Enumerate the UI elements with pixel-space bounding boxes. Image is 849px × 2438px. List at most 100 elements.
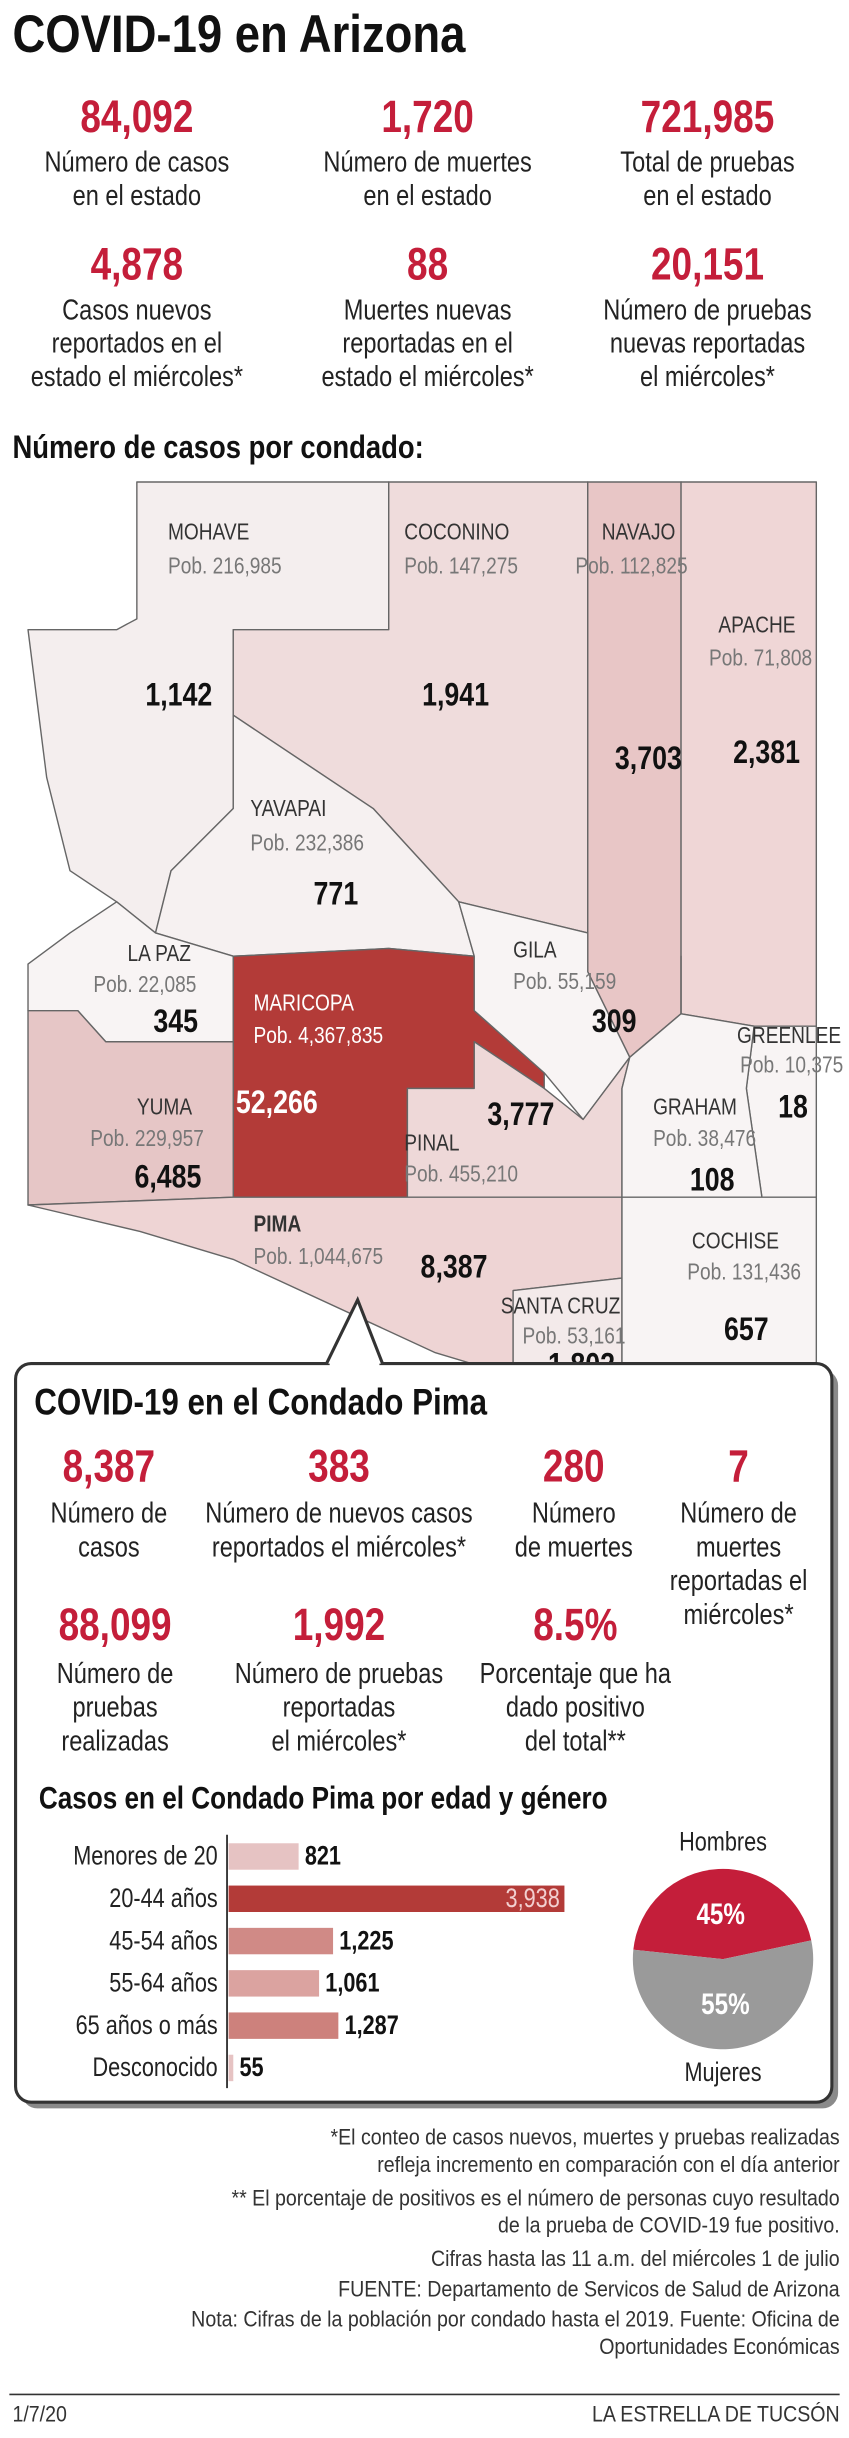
county-population: Pob. 232,386 (250, 830, 364, 856)
page-title: COVID-19 en Arizona (12, 5, 466, 64)
stat-label: Total de pruebas (620, 145, 794, 178)
county-name: COCONINO (404, 519, 509, 545)
county-cases: 2,381 (733, 735, 800, 771)
county-name: NAVAJO (602, 519, 676, 545)
pima-box (14, 1362, 834, 2104)
bar-category: 45-54 años (109, 1926, 217, 1956)
stat-label: Número de casos (44, 145, 229, 178)
pima-stat-label: de muertes (515, 1530, 633, 1563)
stat-label: Número de pruebas (603, 293, 811, 326)
county-cases: 309 (592, 1003, 637, 1039)
pima-stat-label: Número de (51, 1496, 168, 1529)
pima-stat-label: del total** (525, 1724, 626, 1757)
county-population: Pob. 38,476 (653, 1125, 756, 1151)
bar-category: 20-44 años (109, 1884, 217, 1914)
stat-label: reportadas en el (342, 326, 512, 359)
stat-label: estado el miércoles* (31, 360, 243, 393)
county-population: Pob. 53,161 (522, 1322, 625, 1348)
pima-stat-value: 8,387 (63, 1441, 156, 1491)
pima-stat-label: miércoles* (684, 1598, 794, 1631)
county-cases: 1,142 (145, 677, 212, 713)
bar (228, 1843, 299, 1870)
county-cases: 3,703 (615, 741, 682, 777)
stat-value: 1,720 (381, 91, 474, 141)
county-name: YAVAPAI (250, 795, 326, 821)
pima-stat-label: realizadas (61, 1724, 168, 1757)
stat-label: en el estado (643, 179, 771, 212)
stat-label: Muertes nuevas (344, 293, 512, 326)
county-name: SANTA CRUZ (501, 1293, 621, 1319)
pima-stat-label: Porcentaje que ha (480, 1657, 672, 1690)
chart-title: Casos en el Condado Pima por edad y géne… (39, 1782, 608, 1817)
stat-label: el miércoles* (640, 360, 775, 393)
county-cases: 52,266 (236, 1084, 318, 1120)
county-population: Pob. 216,985 (168, 553, 282, 579)
footnote: Cifras hasta las 11 a.m. del miércoles 1… (431, 2247, 840, 2271)
footnote: *El conteo de casos nuevos, muertes y pr… (330, 2126, 839, 2150)
county-cases: 345 (153, 1003, 198, 1039)
stat-label: reportados en el (52, 326, 222, 359)
footnote: Nota: Cifras de la población por condado… (191, 2308, 839, 2332)
pima-stat-label: muertes (696, 1530, 781, 1563)
bar-category: 55-64 años (109, 1969, 217, 1999)
stat-label: Número de muertes (323, 145, 531, 178)
pima-stat-value: 8.5% (533, 1600, 617, 1650)
map-heading: Número de casos por condado: (12, 430, 423, 466)
bar (228, 1927, 334, 1955)
county-cases: 18 (778, 1089, 808, 1125)
county-name: LA PAZ (128, 940, 191, 966)
county-cases: 8,387 (421, 1249, 488, 1285)
pie-slice (632, 1940, 814, 2050)
pima-stat-value: 383 (308, 1441, 370, 1491)
pima-stat-label: reportadas (283, 1690, 396, 1723)
county-name: GREENLEE (737, 1022, 841, 1048)
county-name: COCHISE (692, 1228, 779, 1254)
pie-slice (633, 1868, 812, 1960)
county-cases: 108 (690, 1162, 735, 1198)
bar-category: Desconocido (92, 2053, 217, 2083)
pie-value-label: 55% (701, 1988, 749, 2021)
county-name: YUMA (137, 1094, 193, 1120)
callout-pointer (325, 1295, 384, 1365)
bar (228, 2054, 234, 2082)
footnote: refleja incremento en comparación con el… (377, 2153, 839, 2177)
pima-stat-value: 7 (728, 1441, 749, 1491)
bar (228, 1970, 320, 1997)
stat-value: 4,878 (91, 239, 184, 289)
stat-value: 721,985 (641, 91, 775, 141)
stat-label: en el estado (73, 179, 201, 212)
stat-label: Casos nuevos (62, 293, 211, 326)
county-cases: 771 (314, 876, 359, 912)
bar (228, 1885, 565, 1912)
pie-value-label: 45% (696, 1898, 744, 1931)
county-name: MARICOPA (253, 990, 354, 1016)
footnote: FUENTE: Departamento de Servicos de Salu… (338, 2277, 840, 2301)
county-name: GRAHAM (653, 1094, 737, 1120)
bar-value-label: 55 (239, 2053, 263, 2083)
pima-stat-value: 1,992 (293, 1600, 386, 1650)
pima-stat-label: reportadas el (670, 1564, 808, 1597)
pima-title: COVID-19 en el Condado Pima (34, 1382, 488, 1423)
stat-value: 20,151 (651, 239, 764, 289)
pima-stat-label: Número de pruebas (235, 1657, 443, 1690)
stat-label: estado el miércoles* (321, 360, 533, 393)
footnote: Oportunidades Económicas (599, 2335, 839, 2359)
pie-legend: Hombres (679, 1828, 767, 1858)
pima-stat-label: Número de nuevos casos (205, 1496, 472, 1529)
county-cases: 6,485 (134, 1159, 201, 1195)
stat-value: 88 (407, 239, 448, 289)
bar (228, 2012, 339, 2039)
stat-label: en el estado (363, 179, 491, 212)
bar-value-label: 1,061 (325, 1969, 379, 1999)
county-population: Pob. 147,275 (404, 553, 518, 579)
county-shape (621, 1196, 818, 1377)
pima-stat-label: dado positivo (506, 1690, 645, 1723)
county-population: Pob. 10,375 (740, 1052, 843, 1078)
stat-label: nuevas reportadas (610, 326, 805, 359)
pima-stat-value: 88,099 (59, 1600, 172, 1650)
county-population: Pob. 22,085 (93, 971, 196, 997)
stat-value: 84,092 (80, 91, 193, 141)
bar-category: 65 años o más (76, 2011, 218, 2041)
